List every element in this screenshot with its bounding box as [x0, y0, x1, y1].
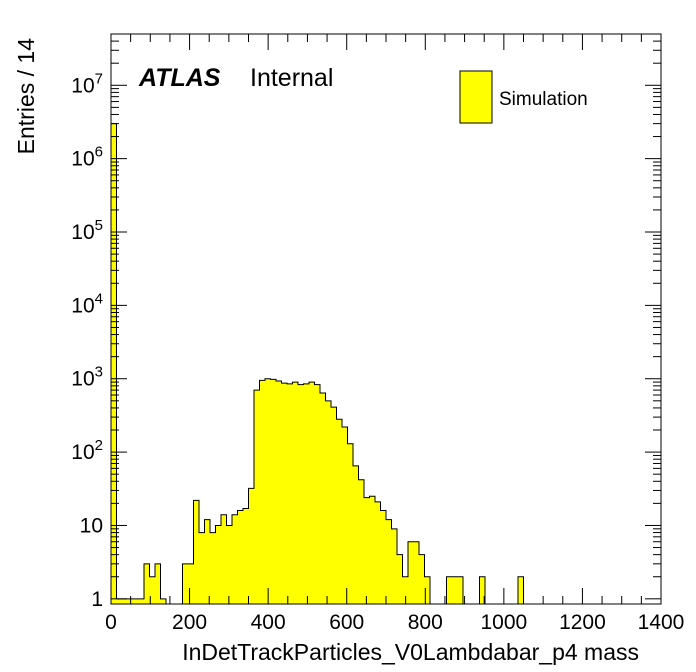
histogram-bar — [336, 419, 342, 604]
histogram-bar — [210, 532, 216, 604]
histogram-bar — [287, 383, 293, 604]
y-axis-title: Entries / 14 — [13, 38, 39, 155]
histogram-bar — [122, 598, 128, 604]
atlas-label: ATLAS — [138, 64, 221, 92]
histogram-bar — [320, 392, 326, 604]
histogram-bar — [265, 378, 271, 604]
axis-ticks — [110, 33, 662, 604]
x-tick-labels: 0 200 400 600 800 1000 1200 1400 — [105, 611, 684, 634]
histogram-bar — [309, 382, 315, 604]
histogram-bar — [386, 519, 392, 604]
histogram-bar — [303, 383, 309, 604]
histogram-bar — [375, 501, 381, 604]
y-tick-label: 104 — [71, 290, 103, 317]
histogram-bar — [342, 426, 348, 604]
histogram-bar — [215, 525, 221, 604]
x-tick-label: 1400 — [638, 611, 685, 634]
x-tick-label: 0 — [105, 611, 117, 634]
internal-label: Internal — [250, 64, 333, 92]
x-tick-label: 800 — [408, 611, 443, 634]
x-tick-label: 1000 — [480, 611, 527, 634]
histogram-bar — [259, 380, 265, 604]
histogram-bar — [314, 384, 320, 604]
histogram-bar — [397, 554, 403, 604]
legend-swatch — [459, 70, 493, 124]
histogram-bar — [518, 576, 524, 604]
histogram-bar — [221, 514, 227, 604]
histogram-bar — [364, 497, 370, 604]
histogram-bar — [276, 381, 282, 604]
histogram-bar — [325, 400, 331, 604]
histogram-bar — [281, 383, 287, 604]
histogram-bar — [298, 384, 304, 604]
histogram-bar — [408, 541, 414, 604]
y-tick-label: 103 — [71, 364, 103, 391]
histogram-bar — [111, 123, 117, 605]
y-tick-labels: 1 10 102 103 104 105 106 107 — [71, 70, 103, 611]
plot-frame — [110, 33, 662, 605]
histogram-bar — [457, 576, 463, 604]
histogram-bars — [110, 123, 661, 605]
histogram-bar — [347, 443, 353, 604]
y-tick-label: 102 — [71, 437, 103, 464]
histogram-bar — [292, 382, 298, 604]
histogram-outline — [110, 123, 661, 605]
x-tick-label: 1200 — [559, 611, 606, 634]
histogram-bar — [144, 563, 150, 604]
histogram-bar — [402, 576, 408, 604]
histogram-bar — [199, 532, 205, 604]
histogram-bar — [133, 598, 139, 604]
histogram-bar — [424, 576, 430, 604]
x-tick-label: 600 — [329, 611, 364, 634]
x-axis-title: InDetTrackParticles_V0Lambdabar_p4 mass — [182, 639, 639, 665]
histogram-bar — [358, 479, 364, 604]
histogram-bar — [116, 598, 122, 604]
histogram-bar — [232, 514, 238, 604]
histogram-bar — [237, 510, 243, 604]
histogram-bar — [391, 528, 397, 604]
y-tick-label: 10 — [80, 514, 103, 537]
y-tick-label: 107 — [71, 70, 103, 97]
histogram-bar — [149, 576, 155, 604]
y-tick-label: 106 — [71, 144, 103, 171]
histogram-bar — [160, 598, 166, 604]
histogram-bar — [446, 576, 452, 604]
histogram-bar — [193, 500, 199, 604]
y-tick-label: 105 — [71, 217, 103, 244]
histogram-bar — [254, 390, 260, 604]
histogram-bar — [380, 510, 386, 604]
x-tick-label: 400 — [251, 611, 286, 634]
histogram-bar — [155, 563, 161, 604]
histogram-bar — [413, 541, 419, 604]
histogram-bar — [188, 563, 194, 604]
histogram-bar — [331, 407, 337, 604]
y-tick-label: 1 — [91, 588, 103, 611]
histogram-bar — [270, 379, 276, 604]
histogram-bar — [138, 598, 144, 604]
histogram-bar — [353, 465, 359, 604]
x-tick-label: 200 — [172, 611, 207, 634]
histogram-bar — [419, 554, 425, 604]
legend-label: Simulation — [499, 89, 588, 110]
histogram-bar — [369, 496, 375, 604]
histogram-bar — [248, 488, 254, 604]
histogram-bar — [182, 563, 188, 604]
histogram-bar — [226, 525, 232, 604]
histogram-bar — [479, 576, 485, 604]
histogram-bar — [204, 519, 210, 604]
histogram-bar — [243, 508, 249, 604]
legend: Simulation — [459, 70, 588, 124]
histogram-bar — [452, 576, 458, 604]
